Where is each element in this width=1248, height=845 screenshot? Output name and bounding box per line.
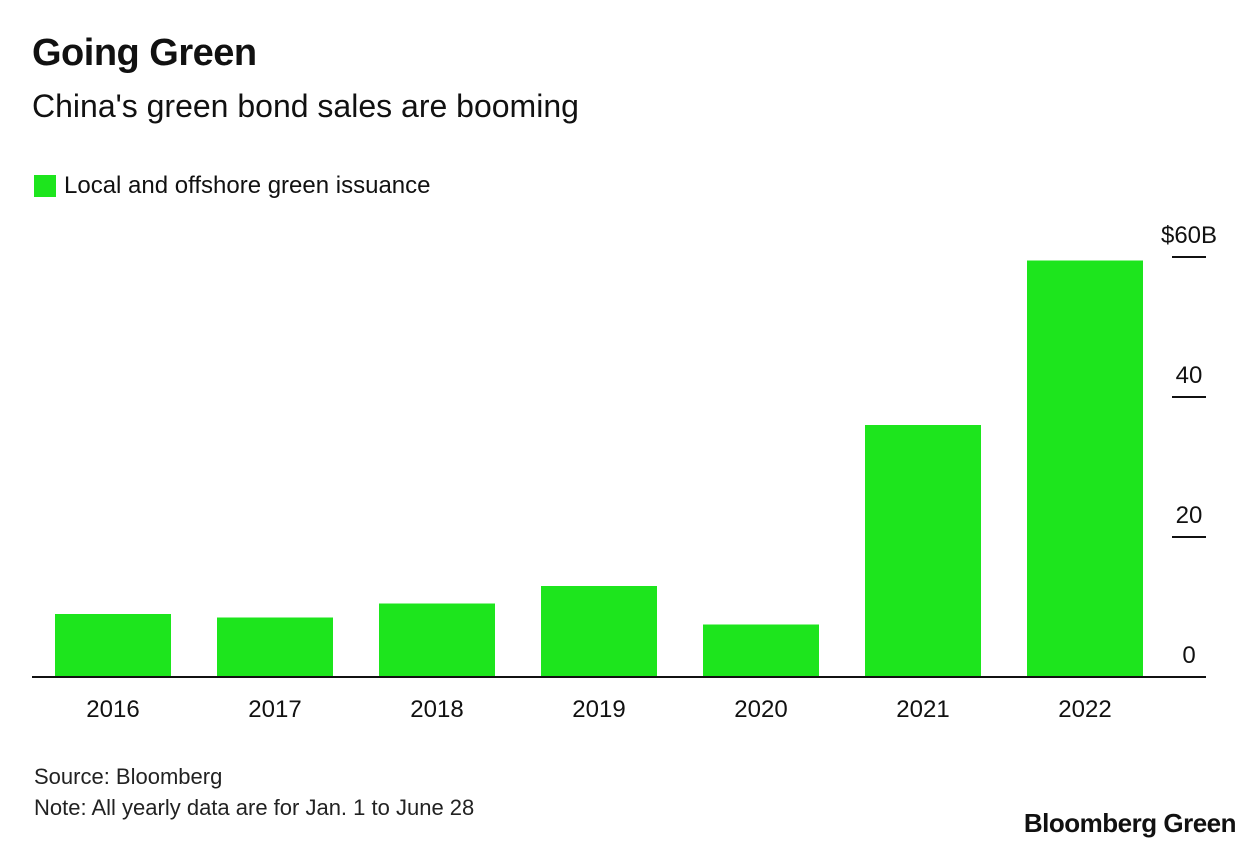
bar-2019 xyxy=(541,586,657,677)
x-tick-label-2017: 2017 xyxy=(248,696,301,723)
bar-2020 xyxy=(703,624,819,677)
y-tick-label-0: 0 xyxy=(1182,642,1195,669)
y-tick-label-60: $60B xyxy=(1161,222,1217,249)
bar-2016 xyxy=(55,614,171,677)
x-tick-label-2018: 2018 xyxy=(410,696,463,723)
data-note: Note: All yearly data are for Jan. 1 to … xyxy=(34,795,475,820)
bar-2018 xyxy=(379,603,495,677)
x-tick-label-2016: 2016 xyxy=(86,696,139,723)
bar-2022 xyxy=(1027,260,1143,677)
legend-label: Local and offshore green issuance xyxy=(64,172,431,199)
bar-2021 xyxy=(865,425,981,677)
brand-logo: Bloomberg Green xyxy=(1023,808,1237,838)
y-tick-label-40: 40 xyxy=(1176,362,1203,389)
chart-title: Going Green xyxy=(32,32,257,74)
x-tick-label-2020: 2020 xyxy=(734,696,787,723)
bar-2017 xyxy=(217,617,333,677)
x-tick-label-2021: 2021 xyxy=(896,696,949,723)
x-tick-label-2022: 2022 xyxy=(1058,696,1111,723)
y-tick-label-20: 20 xyxy=(1176,502,1203,529)
chart-subtitle: China's green bond sales are booming xyxy=(32,88,579,124)
x-tick-label-2019: 2019 xyxy=(572,696,625,723)
legend: Local and offshore green issuance xyxy=(34,172,430,200)
source-note: Source: Bloomberg xyxy=(34,764,223,789)
legend-swatch xyxy=(34,175,56,197)
